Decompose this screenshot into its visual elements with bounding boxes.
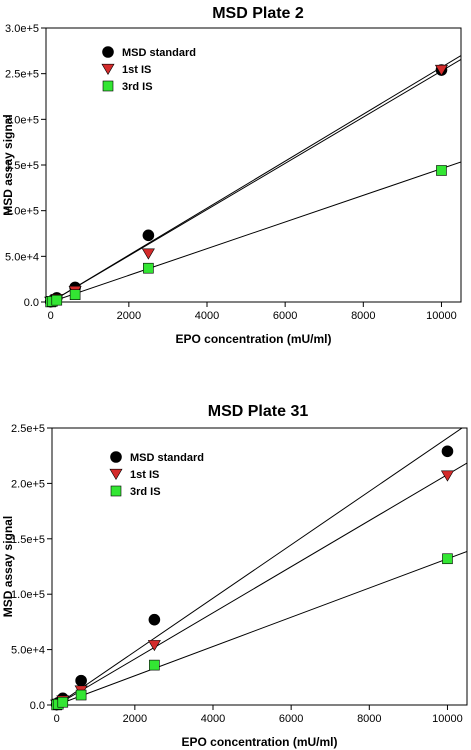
fit-line — [56, 428, 463, 705]
data-point — [142, 229, 155, 242]
chart-1: MSD Plate 2 0 2000 4000 6000 8000 10000 0.0 5.0e… — [1, 5, 462, 346]
x-tick-label: 10000 — [426, 310, 457, 322]
data-point — [69, 289, 81, 300]
y-tick-label: 1.5e+5 — [11, 534, 45, 546]
fit-line — [50, 161, 461, 302]
data-point — [434, 64, 448, 77]
chart-title: MSD Plate 31 — [208, 403, 309, 420]
legend-label: 3rd IS — [122, 81, 153, 93]
legend-label: 1st IS — [130, 469, 159, 481]
y-tick-label: 2.5e+5 — [11, 423, 45, 435]
series — [44, 64, 448, 308]
data-point — [141, 248, 155, 260]
data-point — [149, 659, 160, 671]
series — [51, 553, 453, 711]
y-axis-label: MSD assay signal — [1, 516, 15, 617]
legend-marker — [102, 46, 114, 58]
y-tick-label: 2.0e+5 — [5, 114, 39, 126]
data-point — [440, 470, 454, 482]
fit-lines — [50, 55, 461, 302]
x-tick-label: 8000 — [357, 713, 381, 725]
data-point — [147, 640, 161, 652]
y-tick-label: 1.0e+5 — [11, 589, 45, 601]
x-tick-label: 10000 — [432, 713, 463, 725]
fit-line — [56, 462, 467, 705]
y-axis-label: MSD assay signal — [1, 114, 15, 215]
y-tick-label: 2.5e+5 — [5, 69, 39, 81]
legend-label: MSD standard — [122, 47, 196, 59]
legend-marker — [110, 451, 122, 463]
y-tick-label: 3.0e+5 — [5, 23, 39, 35]
x-tick-label: 0 — [54, 713, 60, 725]
y-tick-label: 5.0e+4 — [11, 645, 45, 657]
fit-lines — [56, 428, 467, 705]
x-tick-label: 2000 — [123, 713, 147, 725]
series — [45, 165, 447, 308]
data-point — [436, 165, 447, 176]
data-point — [51, 294, 63, 306]
x-tick-label: 2000 — [117, 310, 141, 322]
data-point — [441, 445, 454, 458]
x-tick-label: 6000 — [279, 713, 303, 725]
fit-line — [50, 58, 461, 302]
legend-marker — [102, 80, 114, 92]
series — [50, 445, 454, 711]
y-tick-label: 0.0 — [24, 297, 39, 309]
data-point — [57, 696, 69, 708]
x-tick-label: 0 — [48, 310, 54, 322]
data-point — [75, 674, 87, 687]
x-axis-label: EPO concentration (mU/ml) — [175, 332, 331, 346]
y-tick-label: 0.0 — [30, 700, 45, 712]
y-tick-label: 2.0e+5 — [11, 478, 45, 490]
legend-label: 3rd IS — [130, 486, 161, 498]
data-point — [75, 689, 87, 701]
x-tick-label: 6000 — [273, 310, 297, 322]
data-point — [442, 553, 453, 565]
x-tick-label: 8000 — [351, 310, 375, 322]
x-tick-label: 4000 — [195, 310, 219, 322]
fit-line — [50, 55, 461, 302]
chart-2: MSD Plate 31 0 2000 4000 6000 8000 10000 0.0 5.0… — [1, 403, 468, 749]
data-point — [143, 262, 154, 274]
data-point — [148, 613, 161, 626]
legend-marker — [101, 63, 115, 75]
y-tick-label: 1.5e+5 — [5, 160, 39, 172]
fit-line — [56, 550, 467, 705]
chart-title: MSD Plate 2 — [212, 5, 304, 22]
x-tick-label: 4000 — [201, 713, 225, 725]
legend-label: 1st IS — [122, 64, 151, 76]
y-tick-label: 5.0e+4 — [5, 251, 39, 263]
legend-marker — [110, 485, 122, 497]
legend-label: MSD standard — [130, 452, 204, 464]
x-axis-label: EPO concentration (mU/ml) — [181, 735, 337, 749]
plot-frame — [51, 427, 468, 706]
y-tick-label: 1.0e+5 — [5, 206, 39, 218]
legend-marker — [109, 468, 123, 480]
